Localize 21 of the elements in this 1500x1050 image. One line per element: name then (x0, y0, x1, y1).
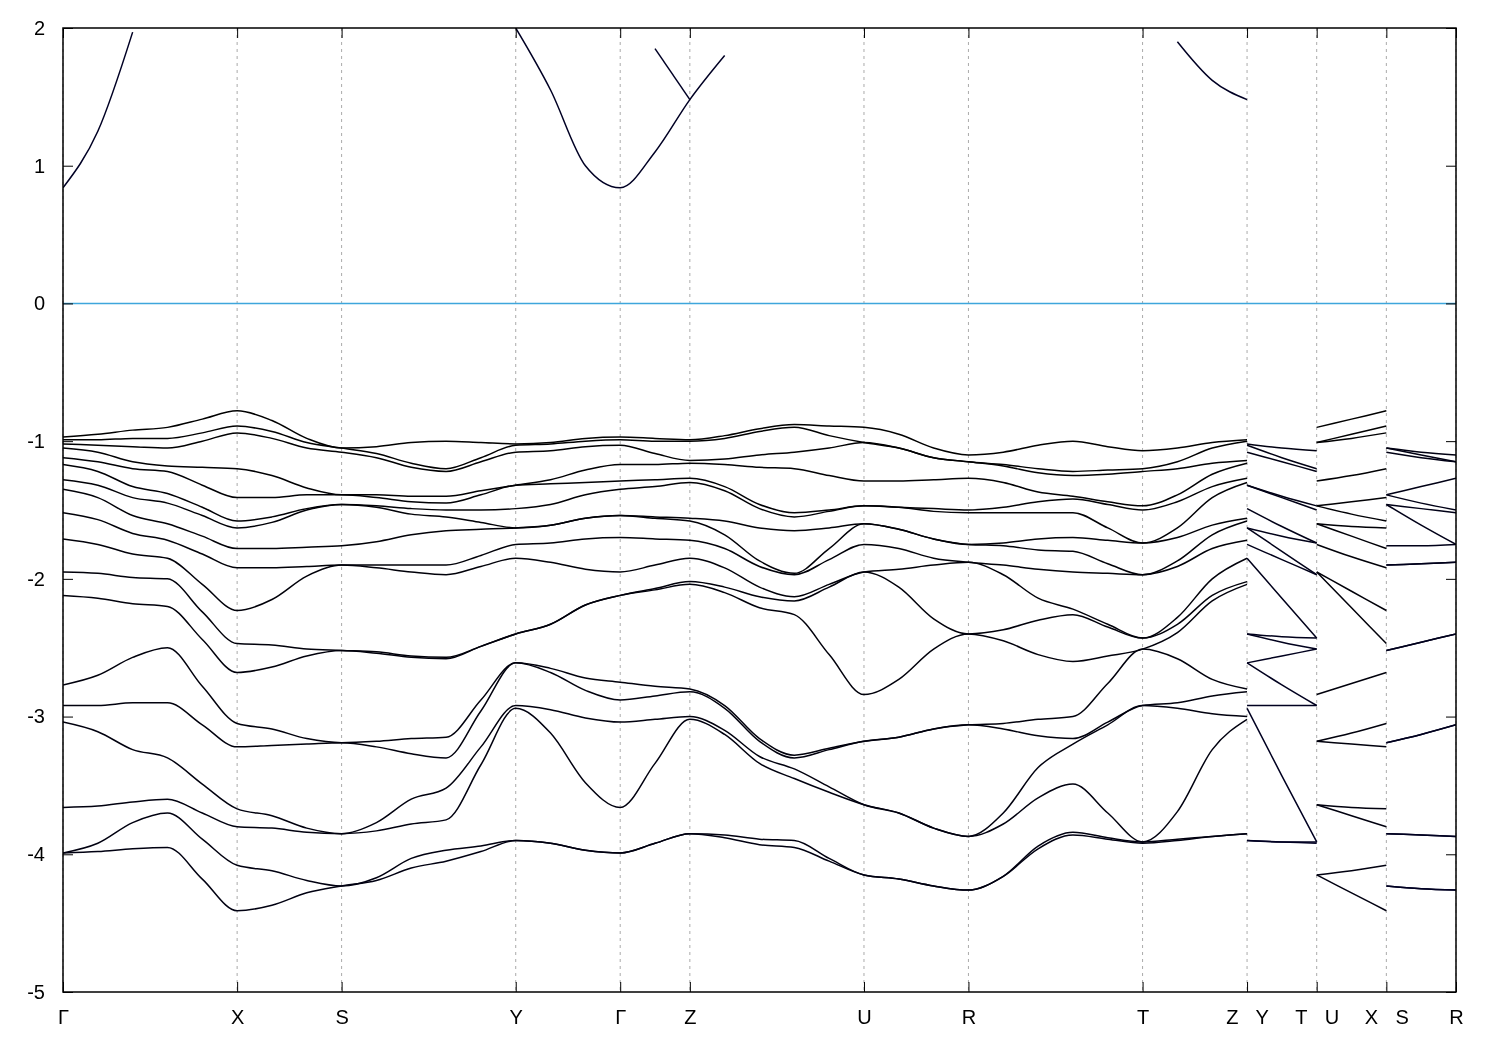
y-tick-label: -4 (27, 843, 45, 866)
y-tick-label: 0 (33, 292, 45, 315)
x-tick-label: Z Y (1226, 1006, 1269, 1029)
y-tick-label: -2 (27, 567, 45, 590)
x-tick-label: T U (1295, 1006, 1340, 1029)
y-tick-label: -5 (27, 980, 45, 1003)
x-tick-label: Z (684, 1006, 697, 1029)
x-tick-label: S (335, 1006, 349, 1029)
x-tick-label: R (961, 1006, 977, 1029)
x-tick-label: Γ (57, 1006, 70, 1029)
y-tick-label: -1 (27, 430, 45, 453)
x-tick-label: Y (509, 1006, 523, 1029)
x-tick-label: U (857, 1006, 872, 1029)
y-tick-label: 2 (33, 16, 45, 39)
x-tick-label: Γ (615, 1006, 627, 1029)
y-tick-label: 1 (33, 154, 45, 177)
x-tick-label: T (1136, 1006, 1150, 1029)
x-tick-label: R (1449, 1006, 1464, 1029)
x-tick-label: X (230, 1006, 245, 1029)
y-tick-label: -3 (27, 705, 45, 728)
x-tick-label: X S (1364, 1006, 1409, 1029)
